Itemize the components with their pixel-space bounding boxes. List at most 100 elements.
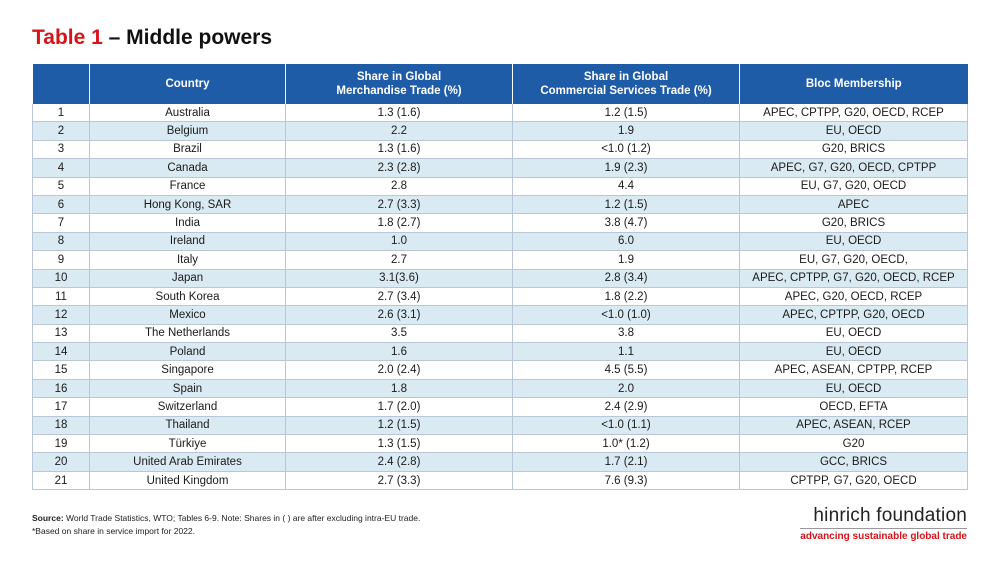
cell-services-share: <1.0 (1.1)	[512, 416, 740, 436]
cell-merchandise-share: 2.7 (3.3)	[285, 195, 513, 215]
table-row: 10 Japan 3.1(3.6) 2.8 (3.4) APEC, CPTPP, G7,…	[32, 269, 968, 288]
cell-services-share: 4.4	[512, 177, 740, 196]
cell-services-share: 2.0	[512, 379, 740, 399]
cell-bloc-membership: OECD, EFTA	[739, 397, 968, 417]
cell-country: Türkiye	[89, 434, 286, 454]
table-row: 15 Singapore 2.0 (2.4) 4.5 (5.5) APEC, ASEAN…	[32, 360, 968, 380]
cell-country: Ireland	[89, 232, 286, 252]
page-title: Table 1 – Middle powers	[32, 26, 272, 50]
table-row: 14 Poland 1.6 1.1 EU, OECD	[32, 342, 968, 362]
cell-services-share: 7.6 (9.3)	[512, 471, 740, 491]
asterisk-note: *Based on share in service import for 20…	[32, 526, 196, 536]
cell-bloc-membership: G20, BRICS	[739, 213, 968, 233]
cell-merchandise-share: 1.7 (2.0)	[285, 397, 513, 417]
header-country: Country	[89, 64, 286, 104]
cell-merchandise-share: 3.5	[285, 324, 513, 344]
cell-merchandise-share: 3.1(3.6)	[285, 269, 513, 288]
logo-name: hinrich foundation	[813, 505, 967, 526]
cell-bloc-membership: APEC, ASEAN, CPTPP, RCEP	[739, 360, 968, 380]
header-merchandise-share: Share in Global Merchandise Trade (%)	[285, 64, 513, 104]
cell-rank: 21	[32, 471, 90, 491]
cell-bloc-membership: G20, BRICS	[739, 140, 968, 160]
cell-services-share: 3.8	[512, 324, 740, 344]
cell-rank: 12	[32, 305, 90, 325]
cell-services-share: 2.8 (3.4)	[512, 269, 740, 288]
table-number: Table 1	[32, 26, 103, 49]
cell-rank: 18	[32, 416, 90, 436]
cell-bloc-membership: EU, G7, G20, OECD,	[739, 250, 968, 270]
header-services-line1: Share in Global	[583, 71, 669, 83]
table-row: 2 Belgium 2.2 1.9 EU, OECD	[32, 121, 968, 141]
table-row: 13 The Netherlands 3.5 3.8 EU, OECD	[32, 324, 968, 344]
cell-rank: 8	[32, 232, 90, 252]
header-services-share: Share in Global Commercial Services Trade…	[512, 64, 740, 104]
table-row: 11 South Korea 2.7 (3.4) 1.8 (2.2) APEC, G20…	[32, 287, 968, 307]
cell-country: India	[89, 213, 286, 233]
cell-services-share: 1.1	[512, 342, 740, 362]
cell-country: Belgium	[89, 121, 286, 141]
cell-rank: 14	[32, 342, 90, 362]
footnotes: Source: World Trade Statistics, WTO; Tab…	[32, 512, 420, 538]
cell-merchandise-share: 2.3 (2.8)	[285, 158, 513, 178]
header-bloc-membership: Bloc Membership	[739, 64, 968, 104]
cell-rank: 9	[32, 250, 90, 270]
cell-country: France	[89, 177, 286, 196]
cell-merchandise-share: 1.3 (1.6)	[285, 104, 513, 123]
table-row: 19 Türkiye 1.3 (1.5) 1.0* (1.2) G20	[32, 434, 968, 454]
cell-rank: 1	[32, 104, 90, 123]
cell-country: South Korea	[89, 287, 286, 307]
cell-merchandise-share: 1.8	[285, 379, 513, 399]
cell-merchandise-share: 1.3 (1.5)	[285, 434, 513, 454]
cell-country: Japan	[89, 269, 286, 288]
cell-country: Brazil	[89, 140, 286, 160]
table-body: 1 Australia 1.3 (1.6) 1.2 (1.5) APEC, CPTPP,…	[32, 104, 968, 491]
cell-rank: 5	[32, 177, 90, 196]
cell-rank: 11	[32, 287, 90, 307]
cell-country: Singapore	[89, 360, 286, 380]
cell-country: United Kingdom	[89, 471, 286, 491]
table-row: 1 Australia 1.3 (1.6) 1.2 (1.5) APEC, CPTPP,…	[32, 104, 968, 123]
cell-country: United Arab Emirates	[89, 452, 286, 472]
table-row: 9 Italy 2.7 1.9 EU, G7, G20, OECD,	[32, 250, 968, 270]
cell-merchandise-share: 2.0 (2.4)	[285, 360, 513, 380]
table-title-text: – Middle powers	[102, 26, 273, 49]
cell-services-share: <1.0 (1.0)	[512, 305, 740, 325]
cell-rank: 16	[32, 379, 90, 399]
table-row: 3 Brazil 1.3 (1.6) <1.0 (1.2) G20, BRICS	[32, 140, 968, 160]
cell-rank: 4	[32, 158, 90, 178]
table-header-row: Country Share in Global Merchandise Trade…	[32, 64, 968, 104]
cell-services-share: 1.9	[512, 250, 740, 270]
table-row: 5 France 2.8 4.4 EU, G7, G20, OECD	[32, 177, 968, 196]
cell-services-share: 1.9	[512, 121, 740, 141]
header-rank	[32, 64, 90, 104]
cell-country: Canada	[89, 158, 286, 178]
cell-bloc-membership: EU, OECD	[739, 379, 968, 399]
table-row: 21 United Kingdom 2.7 (3.3) 7.6 (9.3) CPTPP,…	[32, 471, 968, 491]
cell-country: Australia	[89, 104, 286, 123]
cell-services-share: 1.8 (2.2)	[512, 287, 740, 307]
cell-services-share: 1.2 (1.5)	[512, 195, 740, 215]
cell-bloc-membership: EU, OECD	[739, 121, 968, 141]
source-text: World Trade Statistics, WTO; Tables 6-9.…	[63, 513, 421, 523]
cell-country: Thailand	[89, 416, 286, 436]
cell-merchandise-share: 1.8 (2.7)	[285, 213, 513, 233]
cell-bloc-membership: APEC, ASEAN, RCEP	[739, 416, 968, 436]
hinrich-foundation-logo: hinrich foundation advancing sustainable…	[800, 505, 967, 543]
cell-merchandise-share: 2.4 (2.8)	[285, 452, 513, 472]
cell-bloc-membership: CPTPP, G7, G20, OECD	[739, 471, 968, 491]
cell-rank: 10	[32, 269, 90, 288]
cell-services-share: 6.0	[512, 232, 740, 252]
table-row: 16 Spain 1.8 2.0 EU, OECD	[32, 379, 968, 399]
cell-rank: 15	[32, 360, 90, 380]
cell-bloc-membership: APEC, G20, OECD, RCEP	[739, 287, 968, 307]
cell-services-share: 4.5 (5.5)	[512, 360, 740, 380]
cell-country: Hong Kong, SAR	[89, 195, 286, 215]
cell-services-share: 1.0* (1.2)	[512, 434, 740, 454]
cell-rank: 6	[32, 195, 90, 215]
table-row: 12 Mexico 2.6 (3.1) <1.0 (1.0) APEC, CPTPP, …	[32, 305, 968, 325]
cell-merchandise-share: 2.6 (3.1)	[285, 305, 513, 325]
cell-services-share: 1.7 (2.1)	[512, 452, 740, 472]
cell-services-share: 2.4 (2.9)	[512, 397, 740, 417]
cell-merchandise-share: 2.7 (3.3)	[285, 471, 513, 491]
table-row: 20 United Arab Emirates 2.4 (2.8) 1.7 (2.1)…	[32, 452, 968, 472]
